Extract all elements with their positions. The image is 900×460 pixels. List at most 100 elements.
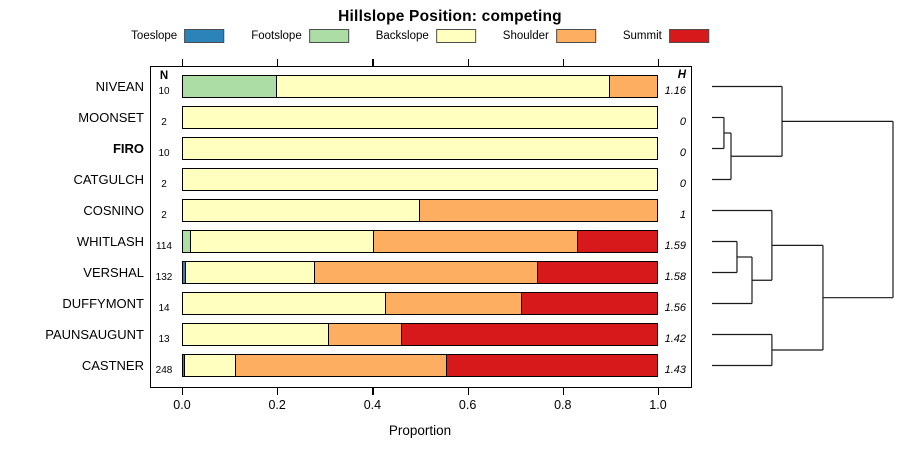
h-value: 1.42 <box>664 332 686 345</box>
bar-segment-shoulder <box>610 75 658 98</box>
axis-tick-label: 0.6 <box>458 398 477 412</box>
h-value: 1.43 <box>664 363 686 376</box>
bar-segment-shoulder <box>373 230 578 253</box>
bar-row-castner <box>182 354 658 377</box>
site-label-paunsaugunt: PAUNSAUGUNT <box>45 326 144 342</box>
site-label-cosnino: COSNINO <box>83 202 144 218</box>
site-label-firo: FIRO <box>112 140 144 156</box>
bar-row-moonset <box>182 106 658 129</box>
bar-segment-toeslope <box>182 354 185 377</box>
bar-row-whitlash <box>182 230 658 253</box>
legend-item-summit: Summit <box>623 29 709 43</box>
plot-frame <box>150 66 692 388</box>
bar-row-firo <box>182 137 658 160</box>
bar-segment-shoulder <box>315 261 538 284</box>
legend-item-backslope: Backslope <box>376 29 476 43</box>
legend-label: Backslope <box>375 30 429 42</box>
legend: Toeslope Footslope Backslope Shoulder Summit <box>131 29 709 43</box>
site-label-duffymont: DUFFYMONT <box>62 295 144 311</box>
axis-tick-label: 0.2 <box>268 398 286 412</box>
bar-segment-backslope <box>182 292 387 315</box>
bar-segment-shoulder <box>235 354 448 377</box>
axis-tick-label: 0.0 <box>173 398 191 412</box>
axis-tick-bottom <box>277 388 279 395</box>
bar-row-paunsaugunt <box>182 323 658 346</box>
legend-label: Summit <box>622 30 662 42</box>
bar-segment-summit <box>537 261 658 284</box>
bar-row-vershal <box>182 261 658 284</box>
h-value: 1.56 <box>664 301 686 314</box>
x-axis-title: Proportion <box>388 423 452 438</box>
legend-swatch-summit-icon <box>668 29 709 43</box>
bar-segment-backslope <box>182 323 329 346</box>
n-value: 132 <box>155 271 173 283</box>
bar-segment-backslope <box>182 199 420 222</box>
bar-segment-backslope <box>182 106 658 129</box>
site-label-whitlash: WHITLASH <box>76 233 144 249</box>
bar-segment-toeslope <box>182 261 186 284</box>
axis-tick-top <box>467 59 469 66</box>
n-value: 248 <box>155 364 173 376</box>
bar-row-duffymont <box>182 292 658 315</box>
bar-segment-shoulder <box>328 323 402 346</box>
axis-tick-top <box>658 59 660 66</box>
chart-title: Hillslope Position: competing <box>338 8 562 25</box>
bar-segment-backslope <box>277 75 611 98</box>
axis-tick-bottom <box>467 388 469 395</box>
legend-item-toeslope: Toeslope <box>131 29 225 43</box>
site-label-moonset: MOONSET <box>78 109 144 125</box>
axis-tick-bottom <box>182 388 184 395</box>
bar-segment-summit <box>577 230 658 253</box>
h-value: 0 <box>679 146 686 159</box>
axis-tick-top <box>372 59 374 66</box>
bar-segment-summit <box>401 323 658 346</box>
legend-label: Footslope <box>251 30 302 42</box>
bar-segment-summit <box>521 292 658 315</box>
bar-row-cosnino <box>182 199 658 222</box>
dendrogram <box>712 85 894 367</box>
h-value: 1.59 <box>664 239 686 252</box>
h-value: 0 <box>679 177 686 190</box>
bar-segment-footslope <box>182 75 278 98</box>
bar-segment-shoulder <box>386 292 522 315</box>
bar-segment-backslope <box>190 230 374 253</box>
n-value: 13 <box>158 333 170 345</box>
n-value: 10 <box>158 147 170 159</box>
site-label-nivean: NIVEAN <box>95 78 144 94</box>
n-value: 14 <box>158 302 170 314</box>
n-column-header: N <box>159 70 169 82</box>
bar-row-catgulch <box>182 168 658 191</box>
h-value: 0 <box>679 115 686 128</box>
n-value: 114 <box>156 240 172 252</box>
bar-segment-backslope <box>184 354 236 377</box>
bar-segment-backslope <box>182 137 658 160</box>
h-column-header: H <box>677 69 686 81</box>
h-value: 1.58 <box>664 270 686 283</box>
n-value: 10 <box>158 85 170 97</box>
h-value: 1 <box>679 208 686 221</box>
axis-tick-label: 0.8 <box>554 398 572 412</box>
n-value: 2 <box>161 209 167 221</box>
legend-swatch-shoulder-icon <box>555 29 596 43</box>
h-value: 1.16 <box>664 84 686 97</box>
bar-segment-footslope <box>182 230 191 253</box>
bar-segment-shoulder <box>420 199 658 222</box>
n-value: 2 <box>161 178 167 190</box>
legend-swatch-backslope-icon <box>435 29 476 43</box>
axis-tick-label: 1.0 <box>649 398 667 412</box>
legend-item-footslope: Footslope <box>251 29 349 43</box>
bar-segment-backslope <box>182 168 658 191</box>
legend-swatch-footslope-icon <box>308 29 349 43</box>
legend-label: Shoulder <box>502 30 549 42</box>
bar-segment-summit <box>447 354 658 377</box>
axis-tick-label: 0.4 <box>363 398 382 412</box>
axis-tick-top <box>182 59 184 66</box>
bar-segment-backslope <box>185 261 316 284</box>
site-label-vershal: VERSHAL <box>83 264 144 280</box>
bar-row-nivean <box>182 75 658 98</box>
site-label-castner: CASTNER <box>81 357 144 373</box>
axis-tick-bottom <box>658 388 660 395</box>
axis-tick-bottom <box>372 388 374 395</box>
axis-tick-top <box>562 59 564 66</box>
